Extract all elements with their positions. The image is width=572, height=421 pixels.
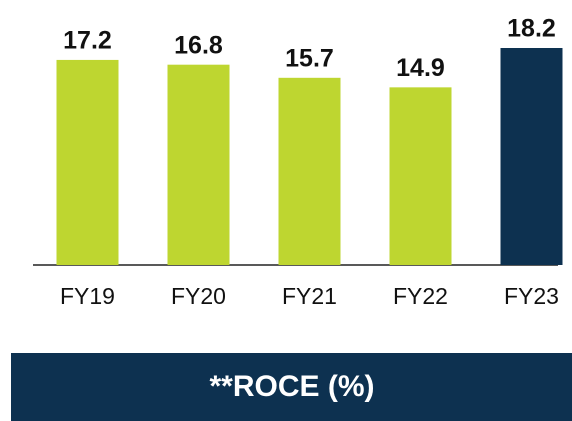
x-tick-label: FY19 <box>60 283 115 309</box>
title-band <box>11 353 572 421</box>
value-label: 16.8 <box>174 31 223 59</box>
bar <box>278 77 341 265</box>
x-tick-label: FY20 <box>171 283 226 309</box>
value-label: 17.2 <box>63 27 112 55</box>
bar <box>389 87 452 265</box>
x-tick-label: FY23 <box>504 283 559 309</box>
x-tick-label: FY21 <box>282 283 337 309</box>
value-label: 18.2 <box>507 15 556 43</box>
bar <box>56 59 119 265</box>
chart-title: **ROCE (%) <box>209 370 374 403</box>
bar <box>167 64 230 265</box>
value-label: 15.7 <box>285 44 334 72</box>
x-tick-label: FY22 <box>393 283 448 309</box>
value-label: 14.9 <box>396 54 445 82</box>
bar <box>500 48 563 265</box>
